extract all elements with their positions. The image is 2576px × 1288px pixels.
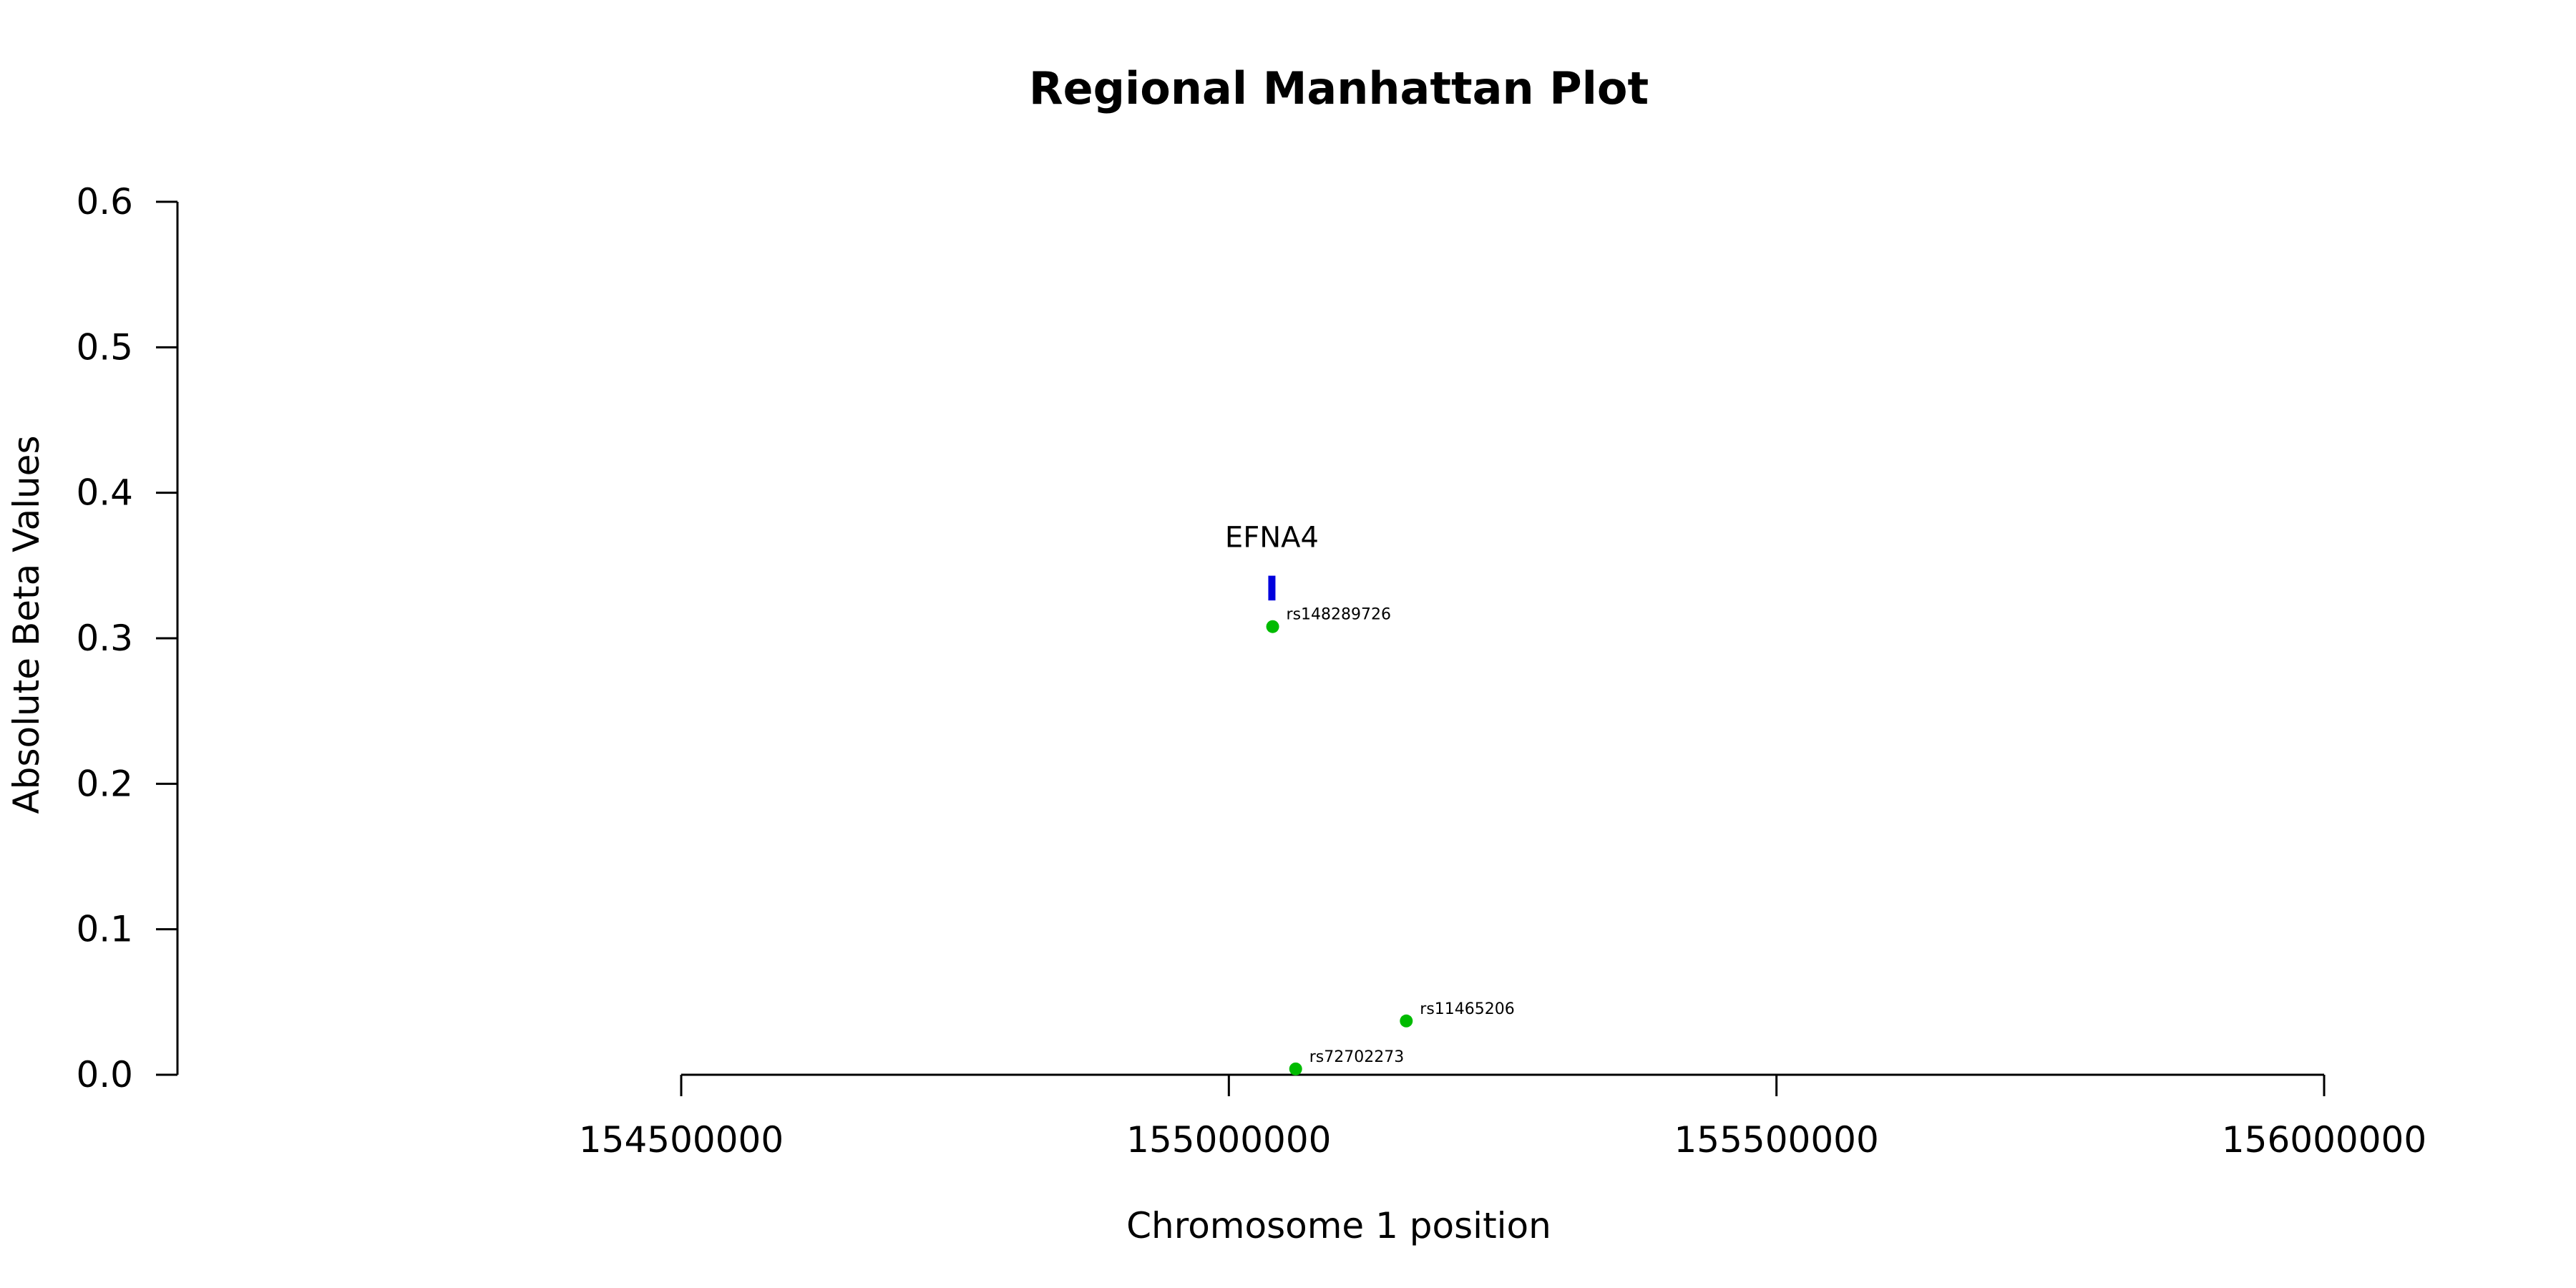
snp-point [1266,620,1279,633]
chart-title: Regional Manhattan Plot [1029,62,1649,114]
y-tick-label: 0.3 [76,618,133,659]
y-tick-label: 0.5 [76,326,133,368]
x-tick-label: 154500000 [579,1119,784,1161]
snp-label: rs11465206 [1420,1000,1514,1018]
snp-label: rs72702273 [1309,1048,1404,1066]
gene-track: EFNA4 [1225,522,1319,601]
snp-point [1400,1014,1413,1028]
x-axis: 154500000 155000000 155500000 156000000 [579,1073,2426,1161]
snp-point [1289,1062,1302,1075]
snp-points: rs148289726 rs11465206 rs72702273 [1266,606,1515,1075]
x-tick-label: 156000000 [2222,1119,2426,1161]
y-tick-label: 0.0 [76,1054,133,1096]
y-axis: 0.0 0.1 0.2 0.3 0.4 0.5 0.6 [76,181,179,1096]
y-tick-label: 0.1 [76,909,133,950]
x-tick-label: 155000000 [1126,1119,1331,1161]
x-tick-label: 155500000 [1674,1119,1879,1161]
y-tick-label: 0.6 [76,181,133,223]
y-tick-label: 0.4 [76,472,133,514]
gene-label: EFNA4 [1225,522,1319,555]
y-axis-label: Absolute Beta Values [6,436,47,814]
y-tick-label: 0.2 [76,763,133,804]
x-axis-label: Chromosome 1 position [1126,1205,1551,1246]
snp-label: rs148289726 [1287,606,1391,624]
gene-bar [1268,575,1276,601]
